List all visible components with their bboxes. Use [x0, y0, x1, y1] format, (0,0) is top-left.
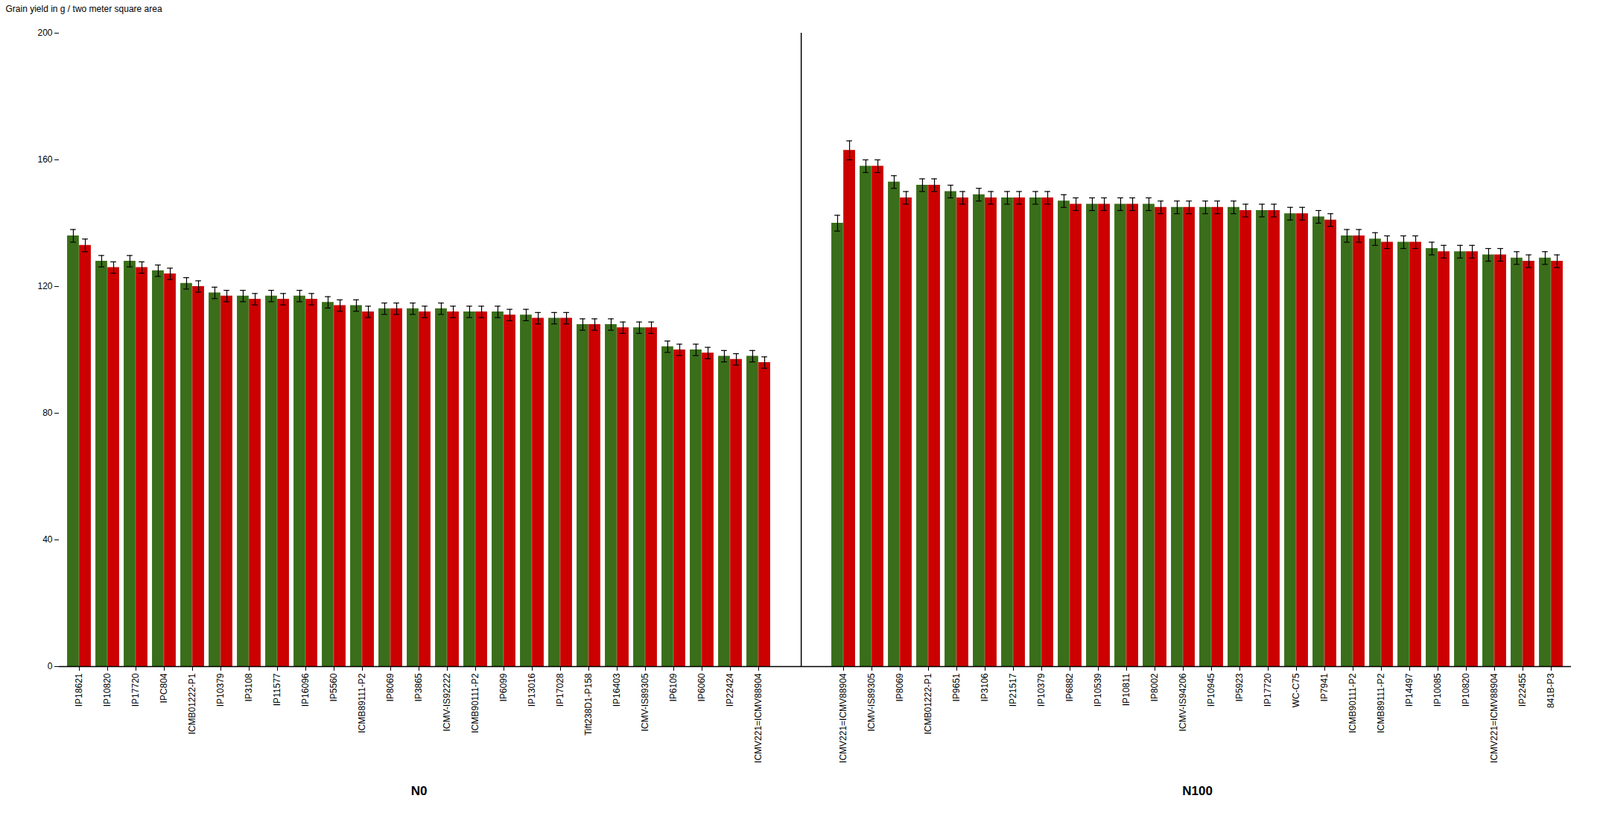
svg-text:IP8069: IP8069: [894, 672, 906, 701]
svg-text:N0: N0: [411, 783, 428, 798]
svg-text:Tift238D1-P158: Tift238D1-P158: [583, 672, 594, 736]
svg-text:IP6060: IP6060: [696, 672, 707, 701]
svg-text:120: 120: [37, 280, 53, 292]
svg-text:841B-P3: 841B-P3: [1545, 672, 1557, 708]
svg-text:IP10945: IP10945: [1205, 672, 1217, 707]
svg-text:IP6099: IP6099: [498, 672, 509, 701]
svg-text:IP17720: IP17720: [1262, 672, 1273, 707]
svg-text:IP22455: IP22455: [1517, 672, 1528, 707]
svg-text:IP21517: IP21517: [1007, 672, 1019, 707]
svg-text:0: 0: [47, 660, 53, 672]
svg-text:IP10811: IP10811: [1121, 672, 1132, 706]
svg-text:ICMV221=ICMV88904: ICMV221=ICMV88904: [753, 672, 764, 763]
svg-text:IP17028: IP17028: [554, 672, 566, 707]
svg-text:IP7941: IP7941: [1319, 672, 1330, 701]
svg-text:IP10379: IP10379: [215, 672, 226, 707]
svg-text:IP8002: IP8002: [1149, 672, 1160, 701]
svg-text:IP5923: IP5923: [1234, 672, 1245, 701]
svg-text:IP3865: IP3865: [413, 672, 424, 701]
svg-text:ICMB01222-P1: ICMB01222-P1: [922, 672, 934, 734]
svg-text:ICMV-IS92222: ICMV-IS92222: [441, 672, 453, 731]
svg-text:IP16403: IP16403: [611, 672, 622, 707]
svg-text:IP10085: IP10085: [1432, 672, 1443, 707]
svg-text:N100: N100: [1182, 783, 1213, 798]
svg-text:IP18621: IP18621: [73, 672, 85, 707]
svg-text:ICMV-IS94206: ICMV-IS94206: [1177, 672, 1189, 731]
svg-text:200: 200: [37, 27, 53, 38]
svg-text:IP16096: IP16096: [300, 672, 311, 707]
svg-text:IP5560: IP5560: [328, 672, 339, 701]
svg-text:IP10539: IP10539: [1092, 672, 1104, 707]
svg-text:ICMV221=ICMV88904: ICMV221=ICMV88904: [1489, 672, 1500, 763]
svg-text:80: 80: [42, 407, 53, 418]
svg-text:IP17720: IP17720: [130, 672, 141, 707]
svg-text:ICMB89111-P2: ICMB89111-P2: [356, 672, 368, 733]
svg-text:IP22424: IP22424: [724, 672, 736, 707]
svg-text:ICMV-IS89305: ICMV-IS89305: [639, 672, 651, 731]
svg-text:IP9651: IP9651: [951, 672, 962, 701]
svg-text:ICMB90111-P2: ICMB90111-P2: [470, 672, 481, 733]
svg-text:40: 40: [42, 534, 53, 545]
svg-text:ICMB89111-P2: ICMB89111-P2: [1375, 672, 1387, 733]
svg-text:IP6109: IP6109: [668, 672, 679, 701]
svg-text:IP10820: IP10820: [102, 672, 113, 707]
svg-text:IP13016: IP13016: [526, 672, 538, 707]
svg-text:160: 160: [37, 154, 53, 165]
svg-text:IP6882: IP6882: [1064, 672, 1075, 701]
svg-text:ICMV221=ICMV88904: ICMV221=ICMV88904: [837, 672, 849, 763]
svg-text:WC-C75: WC-C75: [1290, 672, 1302, 707]
svg-text:IP14497: IP14497: [1404, 672, 1415, 707]
svg-text:IP8069: IP8069: [385, 672, 396, 701]
svg-text:ICMV-IS89305: ICMV-IS89305: [866, 672, 877, 731]
svg-text:ICMB90111-P2: ICMB90111-P2: [1347, 672, 1358, 733]
svg-text:IP11577: IP11577: [271, 672, 283, 706]
svg-text:Grain yield in g / two meter s: Grain yield in g / two meter square area: [5, 3, 163, 15]
svg-text:IP3106: IP3106: [979, 672, 990, 701]
svg-text:IPC804: IPC804: [158, 672, 170, 703]
svg-text:IP10379: IP10379: [1036, 672, 1047, 707]
svg-text:IP10820: IP10820: [1460, 672, 1472, 707]
svg-text:IP3108: IP3108: [243, 672, 255, 701]
svg-text:ICMB01222-P1: ICMB01222-P1: [186, 672, 198, 734]
